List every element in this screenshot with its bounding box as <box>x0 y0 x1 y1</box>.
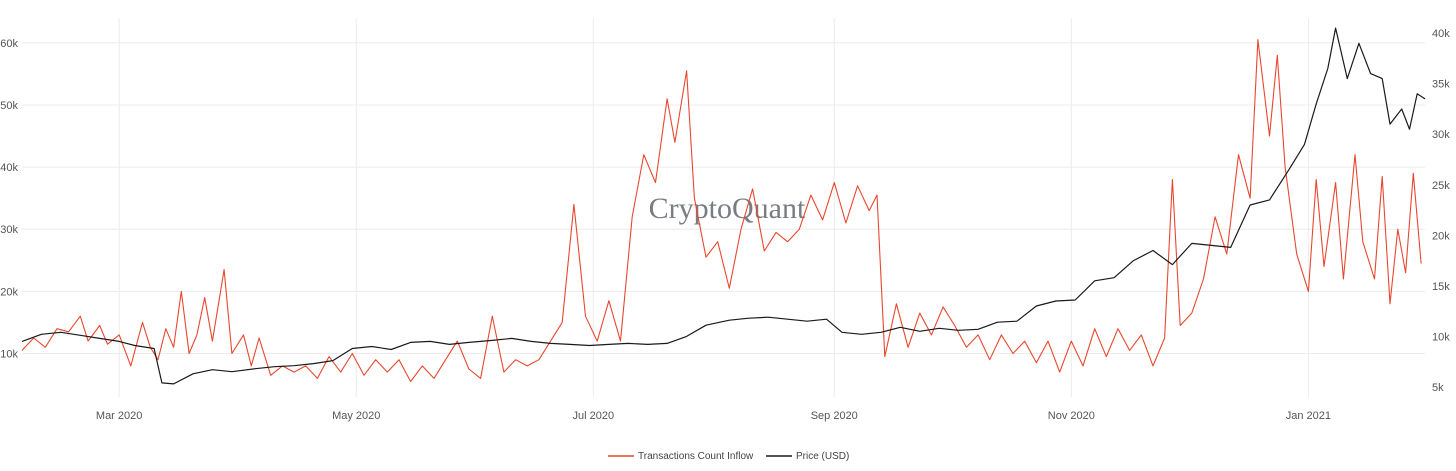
y-left-tick-label: 20k <box>0 286 18 298</box>
y-right-tick-label: 25k <box>1432 180 1450 192</box>
y-left-tick-label: 30k <box>0 224 18 236</box>
y-left-tick-label: 60k <box>0 38 18 50</box>
y-right-tick-label: 30k <box>1432 129 1450 141</box>
x-tick-label: Sep 2020 <box>811 410 858 422</box>
y-right-tick-label: 5k <box>1432 382 1444 394</box>
axis-layer: 10k 20k 30k 40k 50k 60k 5k 10k 15k 20k 25k 30k 35k 40… <box>0 28 1450 422</box>
legend-label: Price (USD) <box>796 451 849 462</box>
legend-item-price[interactable]: Price (USD) <box>766 451 849 462</box>
legend-label: Transactions Count Inflow <box>638 451 754 462</box>
legend[interactable]: Transactions Count Inflow Price (USD) <box>608 451 849 462</box>
series-line-price <box>21 27 1426 385</box>
series-layer <box>21 27 1426 385</box>
y-right-tick-label: 35k <box>1432 79 1450 91</box>
y-right-tick-label: 15k <box>1432 281 1450 293</box>
grid-layer <box>22 18 1425 397</box>
y-left-tick-label: 40k <box>0 162 18 174</box>
y-right-tick-label: 20k <box>1432 230 1450 242</box>
x-tick-label: May 2020 <box>332 410 380 422</box>
watermark-logo: CryptoQuant <box>649 192 806 225</box>
y-right-tick-label: 40k <box>1432 28 1450 40</box>
x-tick-label: Jul 2020 <box>573 410 615 422</box>
x-tick-label: Nov 2020 <box>1048 410 1095 422</box>
y-left-tick-label: 10k <box>0 349 18 361</box>
x-tick-label: Jan 2021 <box>1286 410 1331 422</box>
series-line-transactions-inflow <box>21 39 1422 383</box>
legend-item-transactions-inflow[interactable]: Transactions Count Inflow <box>608 451 754 462</box>
y-left-tick-label: 50k <box>0 100 18 112</box>
y-right-tick-label: 10k <box>1432 331 1450 343</box>
x-tick-label: Mar 2020 <box>96 410 142 422</box>
